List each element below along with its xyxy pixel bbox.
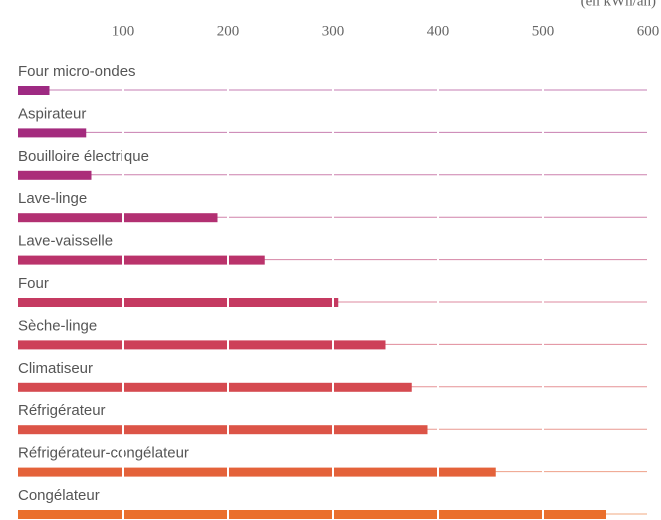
bar <box>18 255 265 265</box>
category-label: Climatiseur <box>18 360 93 377</box>
x-tick-label: 600 <box>637 23 660 39</box>
bar <box>18 425 428 435</box>
category-label: Four <box>18 275 49 292</box>
bar <box>18 467 496 477</box>
bar <box>18 213 218 223</box>
category-label: Four micro-ondes <box>18 63 136 80</box>
x-tick-label: 300 <box>322 23 345 39</box>
bar <box>18 510 606 519</box>
bar <box>18 128 87 138</box>
category-label: Sèche-linge <box>18 317 97 334</box>
category-label: Lave-linge <box>18 190 87 207</box>
bar <box>18 340 386 350</box>
x-tick-label: 200 <box>217 23 240 39</box>
x-axis-label: (en kWh/an) <box>581 0 656 9</box>
category-label: Bouilloire électrique <box>18 148 149 165</box>
bar <box>18 86 50 95</box>
bar <box>18 170 92 180</box>
x-tick-label: 500 <box>532 23 555 39</box>
bar <box>18 298 339 307</box>
category-label: Réfrigérateur-congélateur <box>18 445 189 462</box>
x-tick-label: 100 <box>112 23 135 39</box>
category-label: Congélateur <box>18 487 100 504</box>
category-label: Aspirateur <box>18 105 86 122</box>
category-label: Lave-vaisselle <box>18 233 113 250</box>
x-tick-label: 400 <box>427 23 450 39</box>
category-label: Réfrigérateur <box>18 402 106 419</box>
bar <box>18 382 412 392</box>
